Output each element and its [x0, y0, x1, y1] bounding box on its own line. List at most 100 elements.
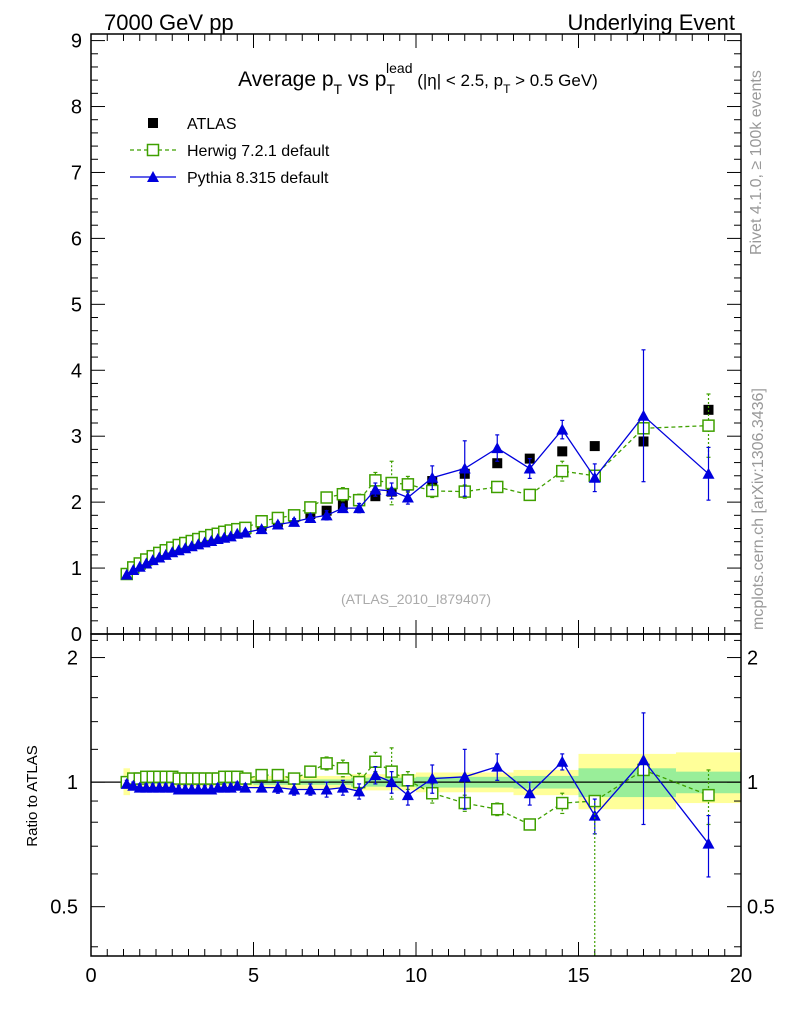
- pythia-ratio-point-20: [271, 781, 284, 793]
- main-y-tick-label-0: 0: [71, 624, 82, 646]
- pythia-main-point-23: [320, 509, 333, 521]
- ratio-y-tick-label-right-0.5: 0.5: [747, 897, 775, 919]
- herwig-ratio-point-24: [336, 762, 350, 775]
- pythia-main-point-36: [702, 467, 715, 479]
- ratio-y-tick-label-left-1: 1: [67, 772, 78, 794]
- herwig-main-point-22: [304, 501, 317, 514]
- legend-pythia-marker: [147, 171, 159, 182]
- pythia-ratio-point-19: [255, 781, 268, 793]
- herwig-ratio-point-20: [271, 768, 285, 782]
- pythia-main-point-28: [401, 491, 414, 503]
- main-y-tick-label-1: 1: [71, 558, 82, 580]
- main-y-tick-label-4: 4: [71, 360, 82, 382]
- herwig-ratio-point-19: [255, 768, 268, 782]
- ratio-y-tick-label-left-2: 2: [67, 648, 78, 670]
- herwig-ratio-point-28: [401, 774, 415, 787]
- herwig-ratio-point-36: [702, 788, 715, 802]
- axis-tick-labels: 0 5 10 15 20 0 1 2 3 4 5 6 7 8 9 0.5 0.5 1 1 2 2: [50, 31, 775, 987]
- herwig-ratio-point-26: [369, 755, 382, 768]
- herwig-main-point-32: [523, 488, 536, 502]
- atlas-point-34: [589, 441, 600, 452]
- herwig-ratio-point-21: [287, 772, 301, 785]
- pythia-ratio-point-18: [239, 781, 252, 793]
- atlas-point-33: [557, 446, 568, 457]
- pythia-ratio-point-24: [336, 781, 349, 793]
- pythia-main-point-34: [588, 471, 601, 483]
- ratio-plot-frame: [90, 633, 742, 957]
- x-tick-label-20: 20: [730, 965, 752, 987]
- legend: ATLAS Herwig 7.2.1 default Pythia 8.315 …: [130, 116, 330, 187]
- pythia-ratio-point-25: [353, 785, 366, 797]
- pythia-main-point-24: [336, 502, 349, 514]
- ratio-y-tick-label-left-0.5: 0.5: [50, 897, 78, 919]
- analysis-id-label: (ATLAS_2010_I879407): [341, 591, 491, 607]
- pythia-ratio-point-34: [588, 809, 601, 821]
- data-series: [120, 349, 715, 956]
- legend-atlas-marker: [148, 118, 158, 128]
- pythia-main-point-30: [458, 462, 471, 474]
- pythia-ratio-point-17: [231, 779, 244, 791]
- pythia-main-point-3: [140, 557, 153, 569]
- pythia-ratio-point-30: [458, 770, 471, 782]
- x-tick-label-5: 5: [248, 965, 259, 987]
- ratio-y-tick-label-right-2: 2: [747, 648, 758, 670]
- pythia-main-point-22: [304, 511, 317, 523]
- pythia-main-point-26: [369, 483, 382, 495]
- legend-herwig-marker: [146, 143, 160, 157]
- main-y-tick-label-2: 2: [71, 492, 82, 514]
- ratio-y-axis-label: Ratio to ATLAS: [24, 745, 41, 846]
- herwig-main-point-31: [491, 480, 504, 494]
- main-y-tick-label-8: 8: [71, 97, 82, 119]
- pythia-ratio-point-28: [401, 789, 414, 801]
- herwig-ratio-point-32: [523, 818, 536, 831]
- main-y-tick-label-7: 7: [71, 162, 82, 184]
- herwig-main-point-36: [702, 419, 715, 432]
- herwig-ratio-point-31: [491, 802, 504, 816]
- pythia-main-point-20: [271, 518, 284, 530]
- x-tick-label-10: 10: [405, 965, 427, 987]
- ratio-y-tick-label-right-1: 1: [747, 772, 758, 794]
- atlas-point-36: [703, 404, 714, 415]
- x-tick-label-0: 0: [85, 965, 96, 987]
- energy-label: 7000 GeV pp: [104, 10, 234, 35]
- pythia-ratio-point-35: [637, 754, 650, 766]
- pythia-main-point-31: [491, 442, 504, 454]
- legend-herwig-label: Herwig 7.2.1 default: [187, 143, 330, 160]
- pythia-ratio-point-7: [166, 781, 179, 793]
- rivet-version-label: Rivet 4.1.0, ≥ 100k events: [748, 70, 765, 255]
- main-y-tick-label-5: 5: [71, 294, 82, 316]
- pythia-main-point-21: [288, 515, 301, 527]
- main-y-tick-label-3: 3: [71, 426, 82, 448]
- pythia-ratio-point-27: [385, 776, 398, 788]
- herwig-ratio-point-23: [320, 757, 333, 770]
- pythia-main-point-1: [127, 564, 140, 576]
- pythia-main-point-33: [556, 423, 569, 435]
- pythia-main-point-35: [637, 409, 650, 421]
- pythia-ratio-point-33: [556, 755, 569, 767]
- herwig-main-point-23: [320, 491, 333, 504]
- mcplots-label: mcplots.cern.ch [arXiv:1306.3436]: [750, 388, 767, 630]
- pythia-main-point-25: [353, 502, 366, 514]
- herwig-main-point-33: [556, 464, 569, 478]
- herwig-main-point-24: [336, 487, 350, 501]
- pythia-ratio-point-31: [491, 760, 504, 772]
- herwig-ratio-point-33: [556, 796, 569, 810]
- plot-title: Average pT vs pTlead (|η| < 2.5, pT > 0.…: [238, 60, 598, 97]
- main-y-tick-label-9: 9: [71, 31, 82, 53]
- pythia-ratio-point-36: [702, 837, 715, 849]
- pythia-main-line: [126, 414, 709, 576]
- herwig-main-point-28: [401, 478, 415, 491]
- pythia-main-point-27: [385, 484, 398, 496]
- process-label: Underlying Event: [567, 10, 735, 35]
- pythia-ratio-point-26: [369, 769, 382, 781]
- pythia-ratio-point-1: [127, 779, 140, 791]
- pythia-main-point-32: [523, 462, 536, 474]
- legend-atlas-label: ATLAS: [187, 116, 237, 133]
- pythia-ratio-point-32: [523, 787, 536, 799]
- pythia-ratio-point-21: [288, 783, 301, 795]
- pythia-main-point-0: [120, 568, 133, 580]
- axis-ticks: [90, 34, 742, 956]
- pythia-main-point-29: [426, 471, 439, 483]
- pythia-ratio-point-29: [426, 772, 439, 784]
